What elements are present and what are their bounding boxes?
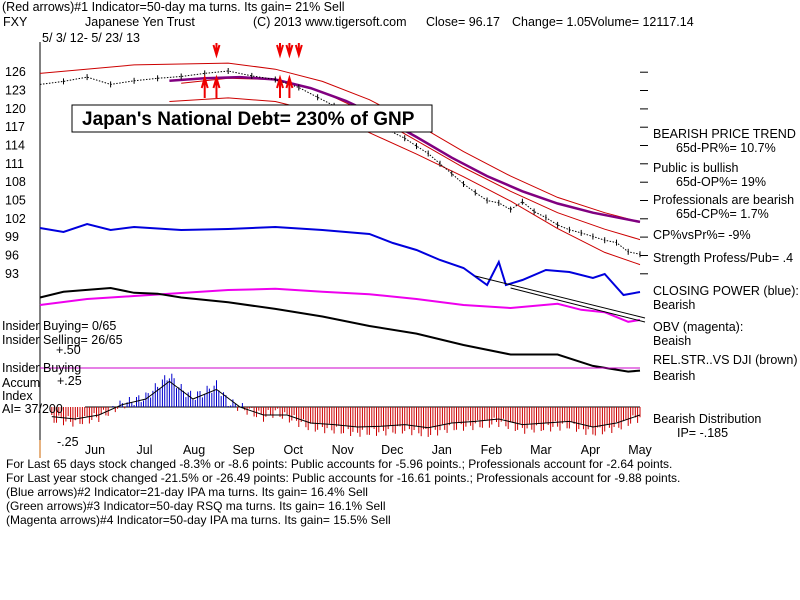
footer-year: For Last year stock changed -21.5% or -2… xyxy=(6,471,680,485)
closing-power-label: CLOSING POWER (blue): xyxy=(653,284,799,298)
red-sell-arrow xyxy=(285,43,294,59)
month-label: Jul xyxy=(137,443,153,457)
month-label: Jan xyxy=(432,443,452,457)
closing-power-state: Bearish xyxy=(653,298,695,312)
x-axis-months: Jun Jul Aug Sep Oct Nov Dec Jan Feb Mar Apr May xyxy=(85,443,653,457)
footer-blue-arrows: (Blue arrows)#2 Indicator=21-day IPA ma … xyxy=(6,485,368,499)
obv-state: Beaish xyxy=(653,334,691,348)
red-buy-arrow xyxy=(276,74,284,98)
y-tick-label: 117 xyxy=(5,120,25,134)
month-label: Sep xyxy=(232,443,254,457)
obv-trendline xyxy=(510,287,646,323)
debt-callout-box xyxy=(71,104,433,133)
y-tick-label: 99 xyxy=(5,230,19,244)
strength-ratio: Strength Profess/Pub= .4 xyxy=(653,251,793,265)
date-range: 5/ 3/ 12- 5/ 23/ 13 xyxy=(42,31,140,45)
y-tick-label: 108 xyxy=(5,175,26,189)
copyright-notice: (C) 2013 www.tigersoft.com xyxy=(253,15,407,29)
cp-value: 65d-CP%= 1.7% xyxy=(676,207,769,221)
y-tick-label: 123 xyxy=(5,84,26,98)
red-sell-arrow xyxy=(212,43,221,59)
y-tick-label: 102 xyxy=(5,212,26,226)
ai-value: AI= 37/200 xyxy=(2,402,63,416)
red-sell-arrow xyxy=(294,43,303,59)
volume: Volume= 12117.14 xyxy=(590,15,694,29)
trust-name: Japanese Yen Trust xyxy=(85,15,195,29)
y-axis-ticks: 126 123 120 117 114 111 108 105 102 99 96 93 xyxy=(5,65,648,281)
red-buy-arrow xyxy=(285,74,294,98)
month-label: Feb xyxy=(481,443,503,457)
ticker-symbol: FXY xyxy=(3,15,28,29)
y-tick-label: 93 xyxy=(5,267,19,281)
footer-65-day: For Last 65 days stock changed -8.3% or … xyxy=(6,457,672,471)
y-tick-label: 96 xyxy=(5,249,19,263)
indicator-panels xyxy=(39,222,646,373)
month-label: May xyxy=(628,443,652,457)
trend-title: BEARISH PRICE TREND xyxy=(653,127,796,141)
red-buy-arrow xyxy=(200,74,209,98)
relstr-line xyxy=(39,286,641,373)
footer-green-arrows: (Green arrows)#3 Indicator=50-day RSQ ma… xyxy=(6,499,386,513)
red-buy-arrow xyxy=(212,74,221,98)
month-label: Jun xyxy=(85,443,105,457)
month-label: Mar xyxy=(530,443,552,457)
y-tick-label: 114 xyxy=(5,139,25,153)
cp-trendline xyxy=(475,275,646,319)
month-label: Nov xyxy=(332,443,355,457)
obv-label: OBV (magenta): xyxy=(653,320,743,334)
insider-selling: Insider Selling= 26/65 xyxy=(2,333,123,347)
accum-ma-line xyxy=(51,380,641,429)
relstr-state: Bearish xyxy=(653,369,695,383)
relstr-label: REL.STR..VS DJI (brown) xyxy=(653,353,797,367)
accum-tick-minus25: -.25 xyxy=(57,435,79,449)
red-sell-arrow xyxy=(276,43,284,59)
professionals-bearish: Professionals are bearish xyxy=(653,193,794,207)
y-tick-label: 105 xyxy=(5,194,26,208)
cp-vs-pr: CP%vsPr%= -9% xyxy=(653,228,751,242)
debt-callout-text: Japan's National Debt= 230% of GNP xyxy=(82,109,415,130)
ip-value: IP= -.185 xyxy=(677,426,728,440)
accum-index-histogram xyxy=(51,373,641,437)
month-label: Apr xyxy=(581,443,600,457)
insider-buying: Insider Buying= 0/65 xyxy=(2,319,116,333)
y-tick-label: 120 xyxy=(5,102,26,116)
close-price: Close= 96.17 xyxy=(426,15,500,29)
month-label: Dec xyxy=(381,443,403,457)
red-arrows-indicator: (Red arrows)#1 Indicator=50-day ma turns… xyxy=(2,0,345,14)
accum-tick-plus50: +.50 xyxy=(56,343,81,357)
closing-power-line xyxy=(39,222,641,297)
lower-band-line xyxy=(169,97,641,266)
distribution-label: Bearish Distribution xyxy=(653,412,761,426)
month-label: Oct xyxy=(283,443,303,457)
accum-tick-plus25: +.25 xyxy=(57,374,82,388)
footer-magenta-arrows: (Magenta arrows)#4 Indicator=50-day IPA … xyxy=(6,513,391,527)
insider-buying-label: Insider Buying xyxy=(2,361,81,375)
month-label: Aug xyxy=(183,443,205,457)
pr-value: 65d-PR%= 10.7% xyxy=(676,141,776,155)
index-label: Index xyxy=(2,389,33,403)
op-value: 65d-OP%= 19% xyxy=(676,175,766,189)
y-tick-label: 126 xyxy=(5,65,26,79)
public-bullish: Public is bullish xyxy=(653,161,739,175)
accum-label: Accum xyxy=(2,376,40,390)
y-tick-label: 111 xyxy=(5,157,24,171)
price-change: Change= 1.05 xyxy=(512,15,591,29)
